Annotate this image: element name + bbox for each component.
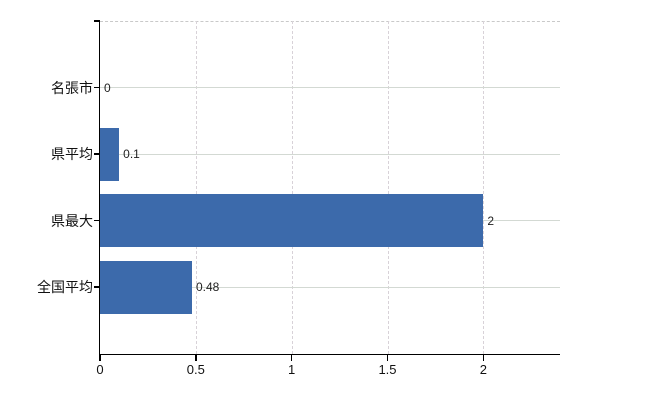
v-gridline xyxy=(195,21,197,354)
y-axis-category-label: 県最大 xyxy=(51,212,93,229)
bar-県平均 xyxy=(100,127,120,181)
v-gridline xyxy=(483,21,485,354)
x-axis-tick-label: 0.5 xyxy=(186,362,205,377)
x-axis-tick xyxy=(195,355,197,361)
x-axis-tick-label: 0 xyxy=(96,362,104,377)
y-axis-category-label: 名張市 xyxy=(51,79,93,96)
y-axis-category-label: 全国平均 xyxy=(37,279,93,295)
x-axis-tick-label: 1.5 xyxy=(378,362,397,377)
plot-top-border xyxy=(100,20,560,22)
y-axis-line xyxy=(98,21,100,361)
bar-value-label: 2 xyxy=(487,213,495,228)
x-axis-tick xyxy=(482,355,485,361)
h-gridline xyxy=(100,153,560,155)
v-gridline xyxy=(387,21,389,354)
v-gridline xyxy=(291,21,293,354)
y-axis-top-tick xyxy=(93,20,100,22)
x-axis-line xyxy=(98,353,560,355)
y-axis-tick xyxy=(93,286,100,288)
y-axis-tick xyxy=(93,153,100,155)
h-gridline xyxy=(100,286,560,288)
y-axis-tick xyxy=(93,86,100,89)
x-axis-tick xyxy=(386,355,389,361)
x-axis-tick xyxy=(99,355,101,361)
x-axis-tick xyxy=(290,355,293,361)
y-axis-category-label: 県平均 xyxy=(51,146,93,162)
x-axis-tick-label: 1 xyxy=(288,362,296,377)
h-gridline xyxy=(100,87,560,88)
bar-value-label: 0 xyxy=(104,80,111,95)
bar-全国平均 xyxy=(100,260,192,314)
bar-value-label: 0.1 xyxy=(123,147,140,161)
x-axis-tick-label: 2 xyxy=(479,362,487,377)
bar-value-label: 0.48 xyxy=(196,280,220,294)
bar-県最大 xyxy=(100,194,484,247)
y-axis-tick xyxy=(93,219,100,222)
